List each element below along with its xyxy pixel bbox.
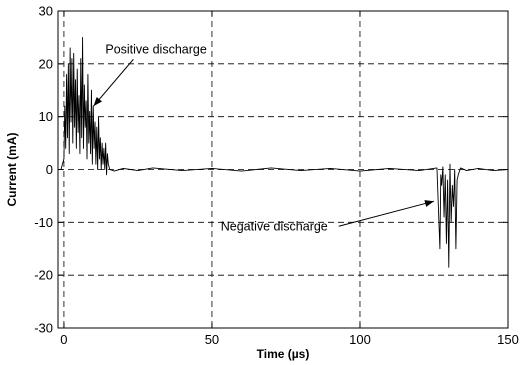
y-tick-label: 10 [39, 109, 53, 124]
arrowhead-negative-discharge [424, 200, 434, 207]
data-trace-series [60, 36, 509, 268]
y-tick-label: -10 [34, 215, 53, 230]
annotations: Positive discharge Negative discharge [93, 42, 435, 233]
arrow-negative-discharge [338, 200, 435, 227]
axis-ticks [58, 10, 509, 329]
tick-labels: 0 50 100 150 -30 -20 -10 0 10 20 30 [34, 4, 519, 348]
x-tick-label: 0 [60, 332, 67, 347]
annotation-positive-discharge: Positive discharge [105, 42, 206, 56]
y-axis-label: Current (mA) [5, 132, 19, 206]
x-tick-label: 150 [497, 332, 519, 347]
y-tick-label: 0 [46, 162, 53, 177]
y-tick-label: -30 [34, 321, 53, 336]
x-tick-label: 100 [349, 332, 371, 347]
annotation-negative-discharge: Negative discharge [221, 219, 328, 233]
y-tick-label: 30 [39, 4, 53, 19]
arrowhead-positive-discharge [93, 97, 102, 107]
x-tick-label: 50 [205, 332, 219, 347]
arrow-positive-discharge [93, 58, 134, 107]
y-tick-label: 20 [39, 56, 53, 71]
x-axis-label: Time (µs) [257, 347, 310, 361]
y-tick-label: -20 [34, 268, 53, 283]
gridlines [58, 11, 508, 328]
